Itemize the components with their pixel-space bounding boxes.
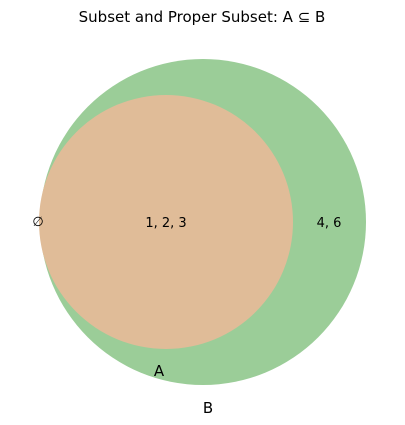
diagram-title: Subset and Proper Subset: A ⊆ B	[79, 8, 326, 26]
region-b-only-label: 4, 6	[317, 216, 342, 231]
region-outside-label: ∅	[32, 215, 43, 230]
region-a-label: 1, 2, 3	[145, 216, 186, 231]
set-a-circle	[39, 95, 293, 349]
set-b-label: B	[203, 399, 213, 417]
set-a-label: A	[154, 362, 165, 380]
